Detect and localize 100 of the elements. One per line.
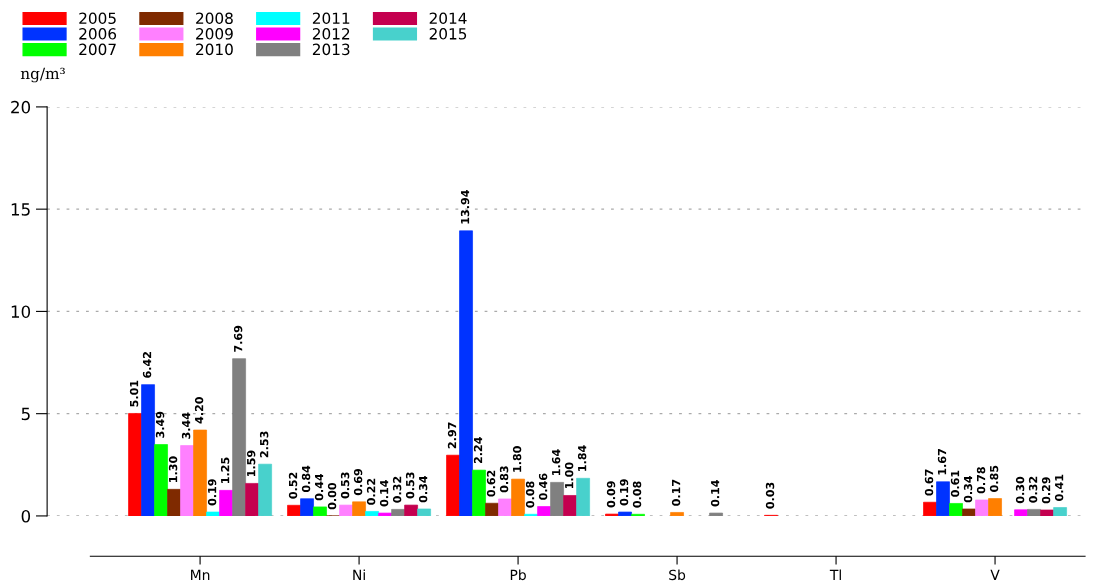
bar <box>975 499 989 516</box>
y-axis-title: ng/m³ <box>20 67 65 83</box>
bar <box>1040 509 1054 516</box>
data-label: 0.41 <box>1054 474 1064 501</box>
bar <box>245 483 259 516</box>
bar <box>365 511 379 516</box>
bar <box>206 511 220 516</box>
bar <box>618 511 632 516</box>
legend-label: 2008 <box>196 12 233 25</box>
data-label: 1.84 <box>577 445 587 471</box>
bar <box>1053 507 1067 516</box>
x-tick-label: Tl <box>829 569 841 580</box>
data-label: 2.53 <box>259 431 269 458</box>
bar <box>128 413 142 516</box>
bar <box>404 504 418 516</box>
legend-label: 2010 <box>196 43 233 56</box>
bar <box>576 477 590 516</box>
data-label: 0.08 <box>525 481 535 508</box>
bar <box>313 506 327 516</box>
bar <box>180 445 194 516</box>
bar <box>485 502 499 516</box>
data-label: 4.20 <box>194 397 204 424</box>
data-label: 5.01 <box>129 380 139 407</box>
legend-label: 2005 <box>79 12 116 25</box>
legend-label: 2012 <box>312 28 350 40</box>
data-label: 1.30 <box>168 456 178 482</box>
data-label: 1.59 <box>246 450 256 477</box>
data-label: 0.19 <box>619 479 629 506</box>
data-label: 0.67 <box>924 469 934 496</box>
data-label: 0.30 <box>1015 476 1025 504</box>
legend-label: 2007 <box>79 43 116 56</box>
data-label: 0.85 <box>989 465 999 492</box>
data-label: 0.61 <box>950 470 960 497</box>
bar <box>300 498 314 516</box>
data-label: 0.03 <box>765 482 775 509</box>
legend-label: 2014 <box>429 12 467 25</box>
data-label: 7.69 <box>233 325 243 352</box>
bar <box>988 498 1002 516</box>
data-label: 0.34 <box>963 475 973 503</box>
data-label: 1.64 <box>551 449 561 475</box>
bar <box>511 478 525 516</box>
bar <box>1014 509 1028 516</box>
data-label: 6.42 <box>142 352 152 378</box>
bar <box>378 512 392 516</box>
data-label: 0.69 <box>353 468 363 496</box>
data-label: 0.17 <box>671 479 681 506</box>
data-label: 1.80 <box>512 446 522 472</box>
data-label: 1.00 <box>564 462 574 489</box>
data-label: 0.53 <box>405 472 415 499</box>
legend-label: 2011 <box>312 12 350 25</box>
data-label: 0.22 <box>366 478 376 505</box>
bar <box>287 504 301 516</box>
y-tick-label: 10 <box>11 305 31 318</box>
data-label: 1.67 <box>937 449 947 475</box>
bar <box>962 508 976 516</box>
legend-label: 2006 <box>79 28 117 40</box>
data-label: 0.83 <box>499 466 509 493</box>
bar <box>936 481 950 516</box>
y-tick-label: 15 <box>11 203 30 216</box>
bar <box>352 501 366 516</box>
data-label: 0.53 <box>340 472 350 499</box>
data-label: 13.94 <box>460 190 470 224</box>
data-label: 0.84 <box>301 465 311 493</box>
bar <box>232 358 246 516</box>
x-tick-label: Ni <box>353 569 365 580</box>
y-tick-label: 20 <box>11 100 31 114</box>
data-label: 1.25 <box>220 457 230 483</box>
data-label: 0.62 <box>486 470 496 497</box>
x-tick-label: V <box>990 569 1000 580</box>
data-label: 0.14 <box>710 480 720 507</box>
data-label: 2.97 <box>447 422 457 449</box>
data-label: 0.52 <box>288 472 298 499</box>
data-label: 0.46 <box>538 473 548 500</box>
bar <box>670 512 684 516</box>
legend-label: 2015 <box>429 28 467 40</box>
data-label: 0.32 <box>1028 476 1038 503</box>
data-label: 0.19 <box>207 479 217 506</box>
bar <box>446 454 460 516</box>
x-tick-label: Sb <box>669 569 686 581</box>
data-label: 0.14 <box>379 480 389 507</box>
bar <box>949 503 963 516</box>
data-label: 0.08 <box>632 481 642 508</box>
bar <box>1027 509 1041 516</box>
bar <box>417 508 431 516</box>
data-label: 0.78 <box>976 467 986 494</box>
bar <box>498 498 512 516</box>
bar <box>141 384 155 516</box>
bar <box>167 488 181 516</box>
bar <box>219 490 233 516</box>
data-label: 0.00 <box>327 482 337 510</box>
bar <box>193 429 207 516</box>
bar <box>923 501 937 516</box>
bar <box>550 482 564 516</box>
y-tick-label: 0 <box>21 509 31 523</box>
bar <box>472 469 486 516</box>
legend-label: 2013 <box>312 43 350 56</box>
data-label: 3.49 <box>155 411 165 438</box>
data-label: 0.44 <box>314 473 324 501</box>
data-label: 2.24 <box>473 437 483 464</box>
bar <box>537 506 551 516</box>
